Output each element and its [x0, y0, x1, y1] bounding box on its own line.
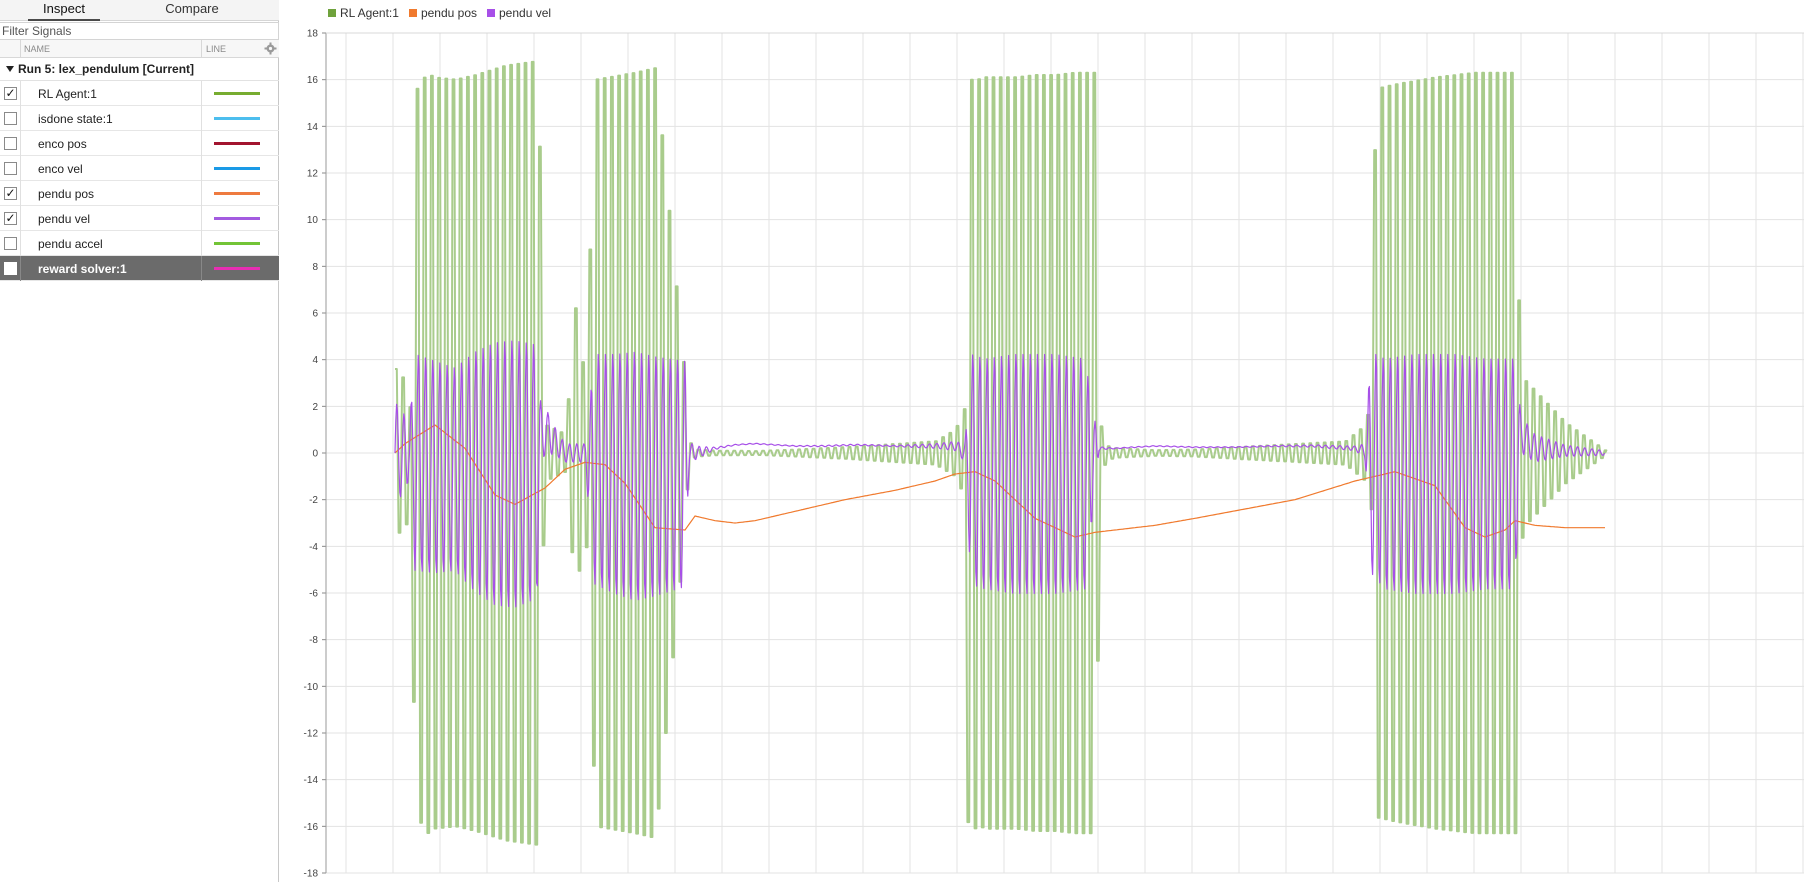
- signal-checkbox[interactable]: [4, 112, 17, 125]
- signal-checkbox[interactable]: [4, 262, 17, 275]
- line-style-swatch[interactable]: [214, 217, 260, 220]
- run-group-header[interactable]: Run 5: lex_pendulum [Current]: [0, 58, 279, 81]
- y-tick-label: 14: [307, 122, 319, 133]
- legend-swatch: [408, 9, 417, 17]
- signal-checkbox[interactable]: ✓: [4, 86, 17, 100]
- y-tick-label: 0: [312, 449, 318, 460]
- legend-item[interactable]: pendu vel: [487, 6, 551, 20]
- y-tick-label: -18: [304, 869, 319, 880]
- column-divider: [20, 156, 21, 181]
- y-tick-label: -4: [309, 542, 318, 553]
- signal-name: reward solver:1: [38, 262, 127, 276]
- signal-plot[interactable]: 18 16 14 12 10 8 6 4 2 0 -2 -4 -6 -8 -10 -12 -14 -16 -18: [280, 0, 1804, 882]
- y-tick-label: 10: [307, 215, 319, 226]
- signal-row[interactable]: ✓ pendu pos: [0, 181, 279, 206]
- y-tick-label: 2: [312, 402, 318, 413]
- line-style-swatch[interactable]: [214, 117, 260, 120]
- column-divider: [20, 231, 21, 256]
- line-style-swatch[interactable]: [214, 92, 260, 95]
- legend-label: RL Agent:1: [340, 6, 399, 20]
- signal-name: RL Agent:1: [38, 87, 97, 101]
- legend-swatch: [487, 9, 495, 17]
- y-axis: 18 16 14 12 10 8 6 4 2 0 -2 -4 -6 -8 -10 -12 -14 -16 -18: [304, 29, 1804, 880]
- tab-inspect[interactable]: Inspect: [28, 0, 100, 21]
- column-divider: [201, 81, 202, 106]
- column-divider: [201, 256, 202, 281]
- y-tick-label: 18: [307, 29, 319, 40]
- legend-label: pendu pos: [420, 6, 477, 20]
- column-header-line[interactable]: LINE: [206, 44, 227, 54]
- signal-name: pendu vel: [38, 212, 91, 226]
- column-divider: [20, 206, 21, 231]
- legend-item[interactable]: pendu pos: [408, 6, 477, 20]
- signal-name: pendu pos: [38, 187, 95, 201]
- column-divider: [20, 106, 21, 131]
- signal-browser-panel: Inspect Compare NAME LINE Run 5: lex_pen…: [0, 0, 279, 882]
- column-divider: [20, 181, 21, 206]
- signal-checkbox[interactable]: [4, 162, 17, 175]
- signal-row[interactable]: enco pos: [0, 131, 279, 156]
- column-divider: [20, 256, 21, 281]
- column-divider: [20, 131, 21, 156]
- y-tick-label: 4: [312, 355, 318, 366]
- y-tick-label: -12: [304, 729, 319, 740]
- series-line-rl-agent-1: [395, 60, 1608, 846]
- signal-checkbox[interactable]: [4, 237, 17, 250]
- column-divider: [201, 231, 202, 256]
- signal-row[interactable]: pendu accel: [0, 231, 279, 256]
- signal-name: isdone state:1: [38, 112, 113, 126]
- signal-row[interactable]: reward solver:1: [0, 256, 279, 281]
- y-tick-label: 6: [312, 309, 318, 320]
- legend-item[interactable]: RL Agent:1: [328, 6, 399, 20]
- legend-swatch: [328, 9, 336, 17]
- panel-tabbar: Inspect Compare: [0, 0, 279, 21]
- y-tick-label: -14: [304, 775, 319, 786]
- column-divider: [201, 106, 202, 131]
- y-tick-label: 12: [307, 169, 319, 180]
- column-divider: [20, 40, 21, 57]
- line-style-swatch[interactable]: [214, 267, 260, 270]
- filter-signals-input[interactable]: [0, 22, 279, 40]
- y-tick-label: -10: [304, 682, 319, 693]
- signal-row[interactable]: isdone state:1: [0, 106, 279, 131]
- column-divider: [20, 81, 21, 106]
- signal-row[interactable]: ✓ RL Agent:1: [0, 81, 279, 106]
- y-tick-label: 16: [307, 75, 319, 86]
- y-tick-label: -8: [309, 635, 318, 646]
- tab-compare[interactable]: Compare: [165, 1, 219, 16]
- signal-checkbox[interactable]: ✓: [4, 186, 17, 200]
- column-header-name[interactable]: NAME: [24, 44, 51, 54]
- y-tick-label: -16: [304, 822, 319, 833]
- y-tick-label: -2: [309, 495, 318, 506]
- signal-name: pendu accel: [38, 237, 103, 251]
- series-line-pendu-vel: [394, 340, 1606, 608]
- line-style-swatch[interactable]: [214, 142, 260, 145]
- column-divider: [201, 206, 202, 231]
- signal-row[interactable]: enco vel: [0, 156, 279, 181]
- line-style-swatch[interactable]: [214, 192, 260, 195]
- signal-name: enco vel: [38, 162, 83, 176]
- plot-legend: RL Agent:1 pendu pos pendu vel: [328, 6, 561, 22]
- signal-checkbox[interactable]: ✓: [4, 211, 17, 225]
- column-divider: [201, 131, 202, 156]
- column-divider: [201, 40, 202, 57]
- line-style-swatch[interactable]: [214, 167, 260, 170]
- column-divider: [201, 181, 202, 206]
- y-tick-label: 8: [312, 262, 318, 273]
- signal-name: enco pos: [38, 137, 87, 151]
- line-style-swatch[interactable]: [214, 242, 260, 245]
- legend-label: pendu vel: [499, 6, 552, 20]
- run-label: Run 5: lex_pendulum [Current]: [18, 62, 195, 76]
- gear-icon[interactable]: [264, 42, 277, 55]
- plot-area[interactable]: 18 16 14 12 10 8 6 4 2 0 -2 -4 -6 -8 -10 -12 -14 -16 -18 R…: [280, 0, 1804, 882]
- plot-series: [394, 60, 1608, 846]
- column-divider: [201, 156, 202, 181]
- signal-table-header: NAME LINE: [0, 40, 279, 58]
- y-tick-label: -6: [309, 589, 318, 600]
- caret-down-icon[interactable]: [6, 66, 14, 72]
- signal-checkbox[interactable]: [4, 137, 17, 150]
- signal-row[interactable]: ✓ pendu vel: [0, 206, 279, 231]
